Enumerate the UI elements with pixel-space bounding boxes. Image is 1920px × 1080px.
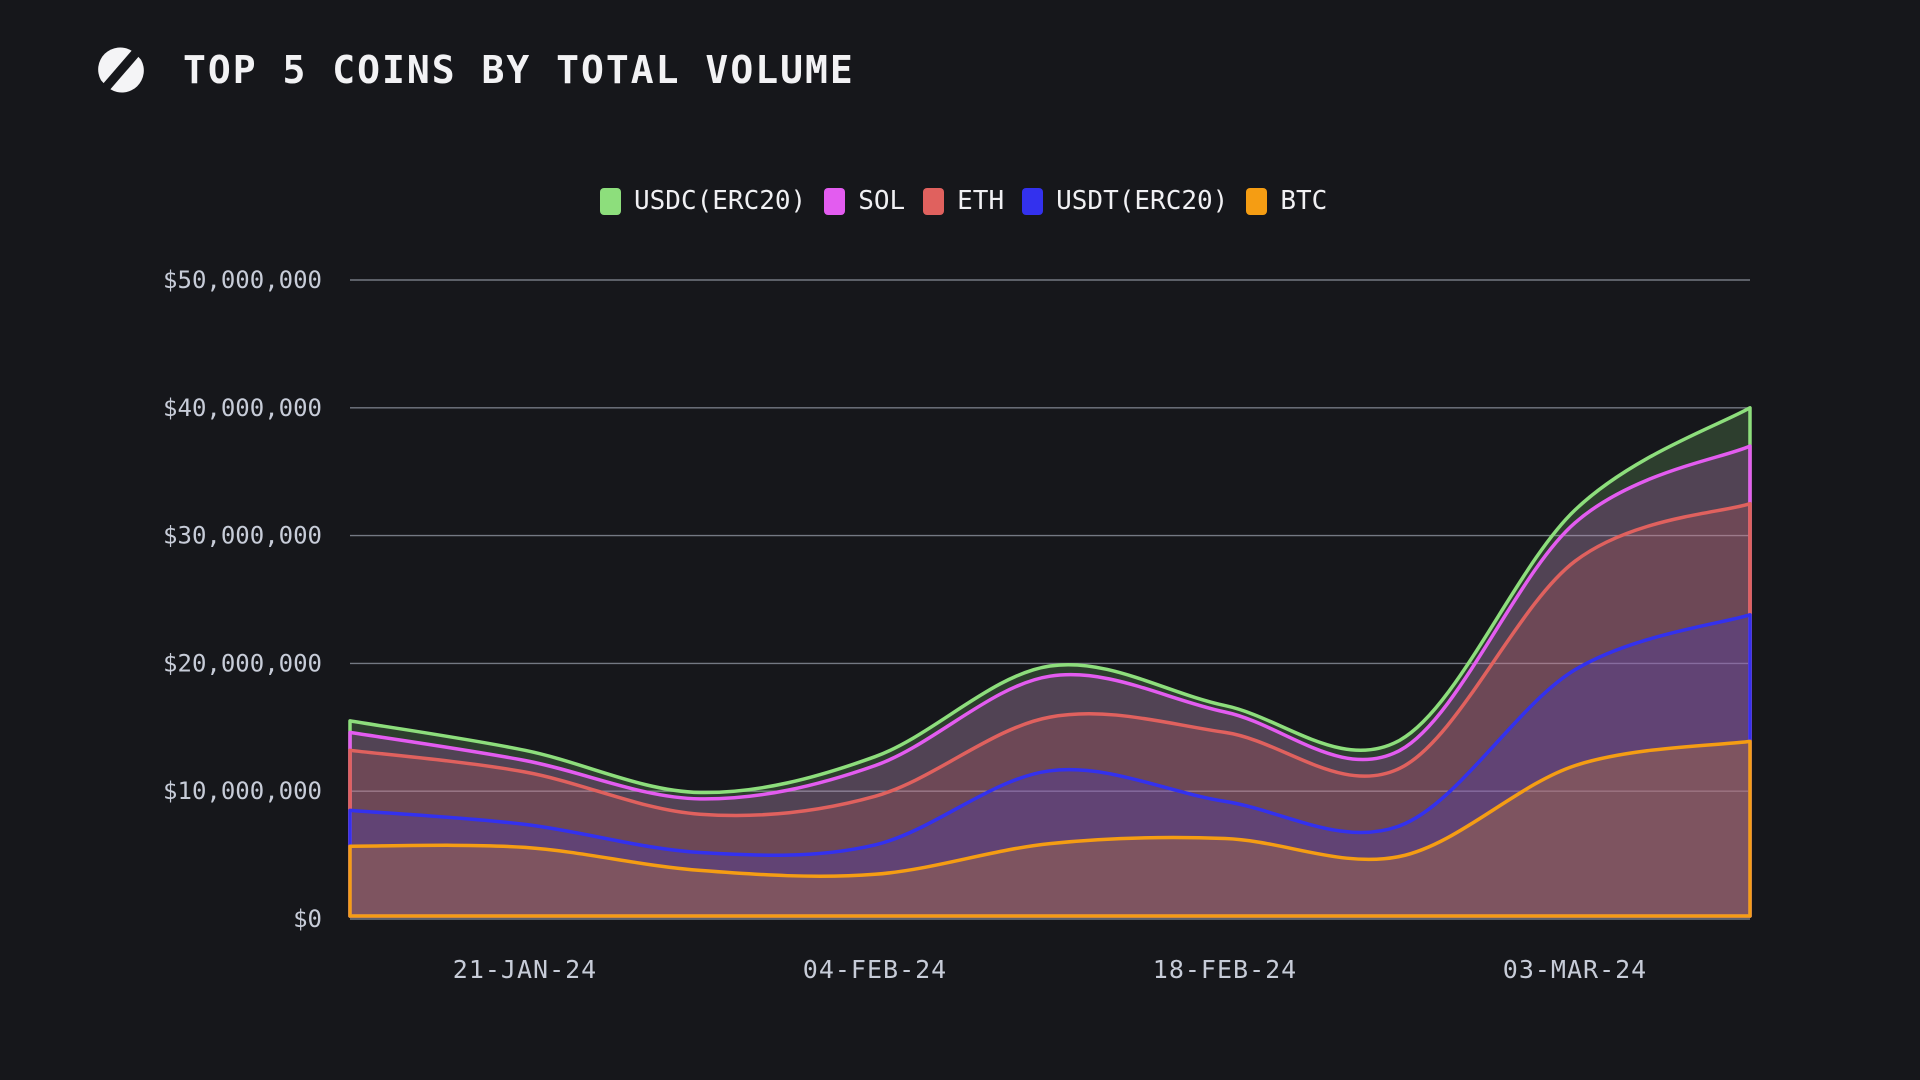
x-axis-label: 03-MAR-24 bbox=[1503, 955, 1647, 984]
series-area-usdt-erc20 bbox=[348, 613, 1752, 918]
page-title: TOP 5 COINS BY TOTAL VOLUME bbox=[183, 48, 855, 92]
y-axis-label: $30,000,000 bbox=[163, 522, 322, 550]
x-axis-label: 04-FEB-24 bbox=[803, 955, 947, 984]
chart-legend: USDC(ERC20) SOL ETH USDT(ERC20) BTC bbox=[600, 186, 1327, 216]
y-axis-label: $20,000,000 bbox=[163, 649, 322, 677]
series-area-usdc-erc20 bbox=[348, 406, 1752, 918]
y-axis-label: $10,000,000 bbox=[163, 777, 322, 805]
legend-label: USDT(ERC20) bbox=[1056, 186, 1229, 216]
legend-item-usdt-erc20[interactable]: USDT(ERC20) bbox=[1022, 186, 1228, 216]
legend-swatch-btc bbox=[1246, 187, 1268, 215]
legend-swatch-eth bbox=[923, 187, 945, 215]
legend-item-eth[interactable]: ETH bbox=[923, 186, 1004, 216]
y-axis-label: $0 bbox=[293, 905, 322, 933]
legend-label: BTC bbox=[1280, 186, 1328, 216]
legend-swatch-usdc-erc20 bbox=[600, 187, 621, 215]
chart-header: TOP 5 COINS BY TOTAL VOLUME bbox=[95, 44, 855, 96]
legend-label: ETH bbox=[957, 186, 1005, 216]
y-axis-label: $50,000,000 bbox=[163, 266, 322, 294]
series-area-sol bbox=[348, 444, 1752, 918]
series-area-eth bbox=[348, 501, 1752, 918]
slashed-coin-logo-icon bbox=[98, 47, 144, 93]
legend-label: USDC(ERC20) bbox=[634, 186, 807, 216]
legend-item-btc[interactable]: BTC bbox=[1246, 186, 1327, 216]
x-axis-label: 21-JAN-24 bbox=[453, 955, 597, 984]
legend-label: SOL bbox=[858, 186, 906, 216]
x-axis-label: 18-FEB-24 bbox=[1153, 955, 1297, 984]
series-area-btc bbox=[348, 739, 1752, 918]
legend-item-sol[interactable]: SOL bbox=[824, 186, 905, 216]
legend-item-usdc-erc20[interactable]: USDC(ERC20) bbox=[600, 186, 806, 216]
legend-swatch-sol bbox=[824, 187, 846, 215]
legend-swatch-usdt-erc20 bbox=[1022, 187, 1044, 215]
y-axis-label: $40,000,000 bbox=[163, 394, 322, 422]
